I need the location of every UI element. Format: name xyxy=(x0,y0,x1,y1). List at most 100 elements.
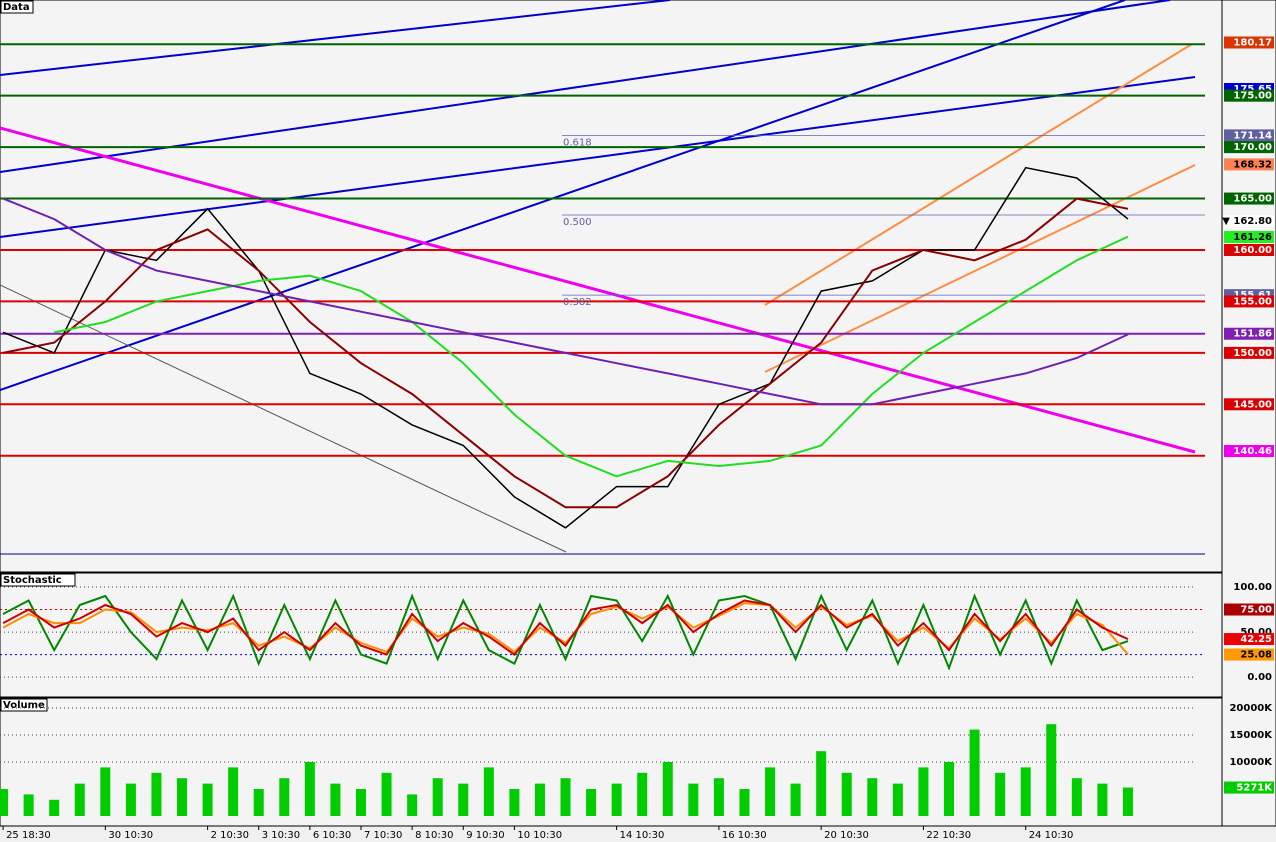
x-tick-label: 22 10:30 xyxy=(926,830,971,841)
volume-bar xyxy=(74,783,85,817)
volume-bar xyxy=(432,778,443,817)
price-tag-label: 170.00 xyxy=(1233,142,1272,153)
x-tick-label: 30 10:30 xyxy=(108,830,153,841)
price-tag xyxy=(1224,243,1274,256)
volume-bar xyxy=(1097,783,1108,817)
price-tag-label: 155.00 xyxy=(1233,296,1272,307)
volume-bar xyxy=(100,767,111,817)
price-tag xyxy=(1224,633,1274,646)
volume-bar xyxy=(995,772,1006,817)
fib-label: 0.500 xyxy=(563,217,592,228)
trend-line xyxy=(0,0,1126,391)
y-tick-label: 20000K xyxy=(1229,703,1273,714)
volume-bar xyxy=(1071,778,1082,817)
price-tag xyxy=(1224,648,1274,661)
series-line xyxy=(2,593,1129,671)
x-tick-label: 10 10:30 xyxy=(517,830,562,841)
volume-bar xyxy=(637,772,648,817)
price-tag-label: 25.08 xyxy=(1240,650,1272,661)
volume-bar xyxy=(739,789,750,817)
volume-bar xyxy=(841,772,852,817)
y-tick-label: 0.00 xyxy=(1247,672,1272,683)
volume-bar xyxy=(918,767,929,817)
price-tag xyxy=(1224,603,1274,616)
price-tag-label: 180.17 xyxy=(1233,37,1272,48)
price-tag xyxy=(1224,327,1274,340)
panel-title: Data xyxy=(3,2,30,13)
volume-bar xyxy=(1046,724,1057,817)
price-tag-label: 168.32 xyxy=(1233,159,1272,170)
price-tag xyxy=(1224,158,1274,171)
y-tick-label: 100.00 xyxy=(1233,582,1272,593)
trend-line xyxy=(0,0,671,76)
trend-line xyxy=(0,126,1196,454)
y-tick-label: 10000K xyxy=(1229,757,1273,768)
x-tick-label: 8 10:30 xyxy=(415,830,453,841)
volume-bar xyxy=(816,751,827,817)
volume-bar xyxy=(228,767,239,817)
price-tag-label: 175.00 xyxy=(1233,91,1272,102)
price-tag-label: 151.86 xyxy=(1233,329,1272,340)
volume-bar xyxy=(509,789,520,817)
trend-lines xyxy=(0,0,1205,555)
x-tick-label: 2 10:30 xyxy=(211,830,249,841)
x-tick-label: 9 10:30 xyxy=(466,830,504,841)
volume-bar xyxy=(969,729,980,817)
volume-bar xyxy=(688,783,699,817)
price-tag xyxy=(1224,346,1274,359)
x-tick-label: 7 10:30 xyxy=(364,830,402,841)
trend-line xyxy=(0,284,567,553)
price-tag-label: 165.00 xyxy=(1233,194,1272,205)
x-tick-label: 14 10:30 xyxy=(620,830,665,841)
volume-bar xyxy=(1020,767,1031,817)
volume-bar xyxy=(125,783,136,817)
volume-bar xyxy=(458,783,469,817)
price-tag-label: 160.00 xyxy=(1233,245,1272,256)
price-tag xyxy=(1224,445,1274,458)
series-line xyxy=(2,197,1129,509)
x-tick-label: 3 10:30 xyxy=(262,830,300,841)
volume-bar xyxy=(1122,787,1133,817)
volume-bar xyxy=(407,794,418,817)
panel-title-bg xyxy=(0,0,34,14)
volume-bar xyxy=(790,783,801,817)
volume-bar xyxy=(279,778,290,817)
volume-bar xyxy=(534,783,545,817)
panel-title: Volume xyxy=(3,700,45,711)
x-tick-label: 24 10:30 xyxy=(1029,830,1074,841)
volume-bar xyxy=(586,789,597,817)
price-tag-label: 140.46 xyxy=(1233,446,1272,457)
y-tick-label: 50.00 xyxy=(1240,627,1272,638)
volume-bar xyxy=(483,767,494,817)
volume-bar xyxy=(0,789,9,817)
price-tag-label: 171.14 xyxy=(1233,130,1272,141)
y-tick-label: 15000K xyxy=(1229,730,1273,741)
channel-line xyxy=(764,43,1193,306)
x-tick-label: 25 18:30 xyxy=(6,830,51,841)
x-tick-label: 20 10:30 xyxy=(824,830,869,841)
price-tag-label: 150.00 xyxy=(1233,348,1272,359)
volume-bar xyxy=(151,772,162,817)
trend-line xyxy=(0,0,1171,173)
volume-bar xyxy=(177,778,188,817)
price-tag xyxy=(1224,781,1274,794)
price-tag xyxy=(1224,141,1274,154)
volume-bar xyxy=(662,762,673,817)
volume-bar xyxy=(867,778,878,817)
trend-line xyxy=(0,76,1196,238)
price-tag xyxy=(1224,295,1274,308)
price-tag xyxy=(1224,215,1274,228)
price-tag xyxy=(1224,36,1274,49)
series-line xyxy=(2,197,1129,406)
volume-bar xyxy=(944,762,955,817)
price-panel xyxy=(0,0,1223,573)
fib-label: 0.382 xyxy=(563,297,592,308)
price-tag-label: ▼ 162.80 xyxy=(1222,216,1272,227)
volume-bar xyxy=(381,772,392,817)
price-tag-label: 145.00 xyxy=(1233,399,1272,410)
volume-bar xyxy=(202,783,213,817)
series-line xyxy=(2,599,1129,656)
price-tag-label: 161.26 xyxy=(1233,232,1272,243)
volume-bar xyxy=(355,789,366,817)
